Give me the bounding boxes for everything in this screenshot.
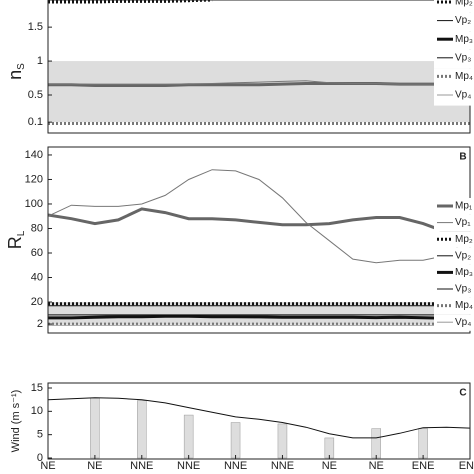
y-axis-label: RL — [5, 230, 27, 249]
y-tick-label: 80 — [31, 222, 43, 234]
y-tick-label: 2 — [37, 318, 43, 330]
y-tick-label: 140 — [25, 149, 43, 161]
y-tick-label: 60 — [31, 247, 43, 259]
bar — [230, 422, 241, 459]
y-tick-label: 40 — [31, 271, 43, 283]
legend-label: Mp₃ — [455, 34, 473, 45]
y-axis-label-main: Wind (m s⁻¹) — [10, 390, 22, 453]
legend-bg — [434, 214, 474, 232]
series-line — [48, 314, 470, 320]
y-tick-label: 10 — [31, 405, 43, 417]
bar — [324, 437, 335, 459]
x-tick-label: NNE — [224, 460, 247, 472]
legend-label: Vp₂ — [455, 250, 471, 261]
legend-bg — [434, 68, 474, 87]
x-tick-label: NE — [322, 460, 337, 472]
legend-bg — [434, 31, 474, 50]
series-line — [48, 169, 470, 264]
y-axis-label: nS — [5, 63, 27, 80]
bar — [90, 397, 100, 459]
y-axis-label: Wind (m s⁻¹) — [10, 390, 22, 453]
x-tick-label: NE — [40, 460, 55, 472]
legend-bg — [434, 12, 474, 32]
legend-label: Mp₃ — [455, 267, 473, 278]
series-line — [48, 207, 470, 234]
series-line — [48, 397, 470, 439]
panel-label: C — [459, 388, 466, 399]
y-tick-label: 0.5 — [28, 89, 43, 101]
legend-label: Vp₃ — [455, 284, 471, 295]
bar — [183, 414, 194, 459]
series-line — [48, 80, 470, 85]
y-tick-label: 1.5 — [28, 21, 43, 33]
y-axis-label-main: R — [5, 236, 25, 249]
legend-bg — [434, 247, 474, 265]
band — [48, 61, 470, 123]
legend-bg — [434, 49, 474, 69]
x-tick-label: ENE — [459, 460, 474, 472]
y-axis-label-sub: S — [16, 63, 27, 70]
y-axis-label-main: n — [5, 70, 25, 80]
plot-area — [48, 169, 470, 326]
y-tick-label: 20 — [31, 296, 43, 308]
legend-bg — [434, 314, 474, 331]
legend-bg — [434, 264, 474, 281]
x-tick-label: NNE — [177, 460, 200, 472]
legend-label: Vp₄ — [455, 317, 471, 328]
legend-bg — [434, 0, 474, 13]
y-tick-label: 120 — [25, 173, 43, 185]
legend-bg — [434, 281, 474, 298]
frame — [47, 382, 471, 460]
y-tick-label: 100 — [25, 198, 43, 210]
bar — [371, 428, 381, 459]
plot-area — [48, 0, 470, 125]
legend-label: Mp₁ — [455, 201, 473, 212]
legend-label: Mp₂ — [455, 0, 473, 8]
legend-bg — [434, 231, 474, 248]
legend-label: Mp₄ — [455, 71, 473, 82]
legend-bg — [434, 87, 474, 106]
y-axis-label-sub: L — [16, 230, 27, 236]
y-tick-label: 15 — [31, 382, 43, 394]
bar — [418, 428, 428, 459]
y-tick-label: 0.1 — [28, 116, 43, 128]
x-tick-label: NNE — [271, 460, 294, 472]
legend-label: Vp₂ — [455, 15, 471, 26]
legend-bg — [434, 198, 474, 215]
x-tick-label: NNE — [130, 460, 153, 472]
y-tick-label: 0 — [37, 452, 43, 464]
y-tick-label: 5 — [37, 429, 43, 441]
bar — [277, 423, 288, 459]
legend-label: Mp₄ — [455, 300, 473, 311]
legend-label: Vp₁ — [455, 217, 471, 228]
legend-label: Vp₃ — [455, 52, 471, 63]
series-line — [48, 0, 213, 4]
x-tick-label: ENE — [412, 460, 435, 472]
y-tick-label: 1 — [37, 55, 43, 67]
legend-label: Mp₂ — [455, 234, 473, 245]
panel-label: B — [459, 152, 466, 163]
bar — [137, 400, 147, 459]
legend-bg — [434, 297, 474, 315]
x-tick-label: NE — [369, 460, 384, 472]
x-tick-label: NE — [87, 460, 102, 472]
legend-label: Vp₄ — [455, 90, 471, 101]
plot-area — [48, 397, 470, 459]
